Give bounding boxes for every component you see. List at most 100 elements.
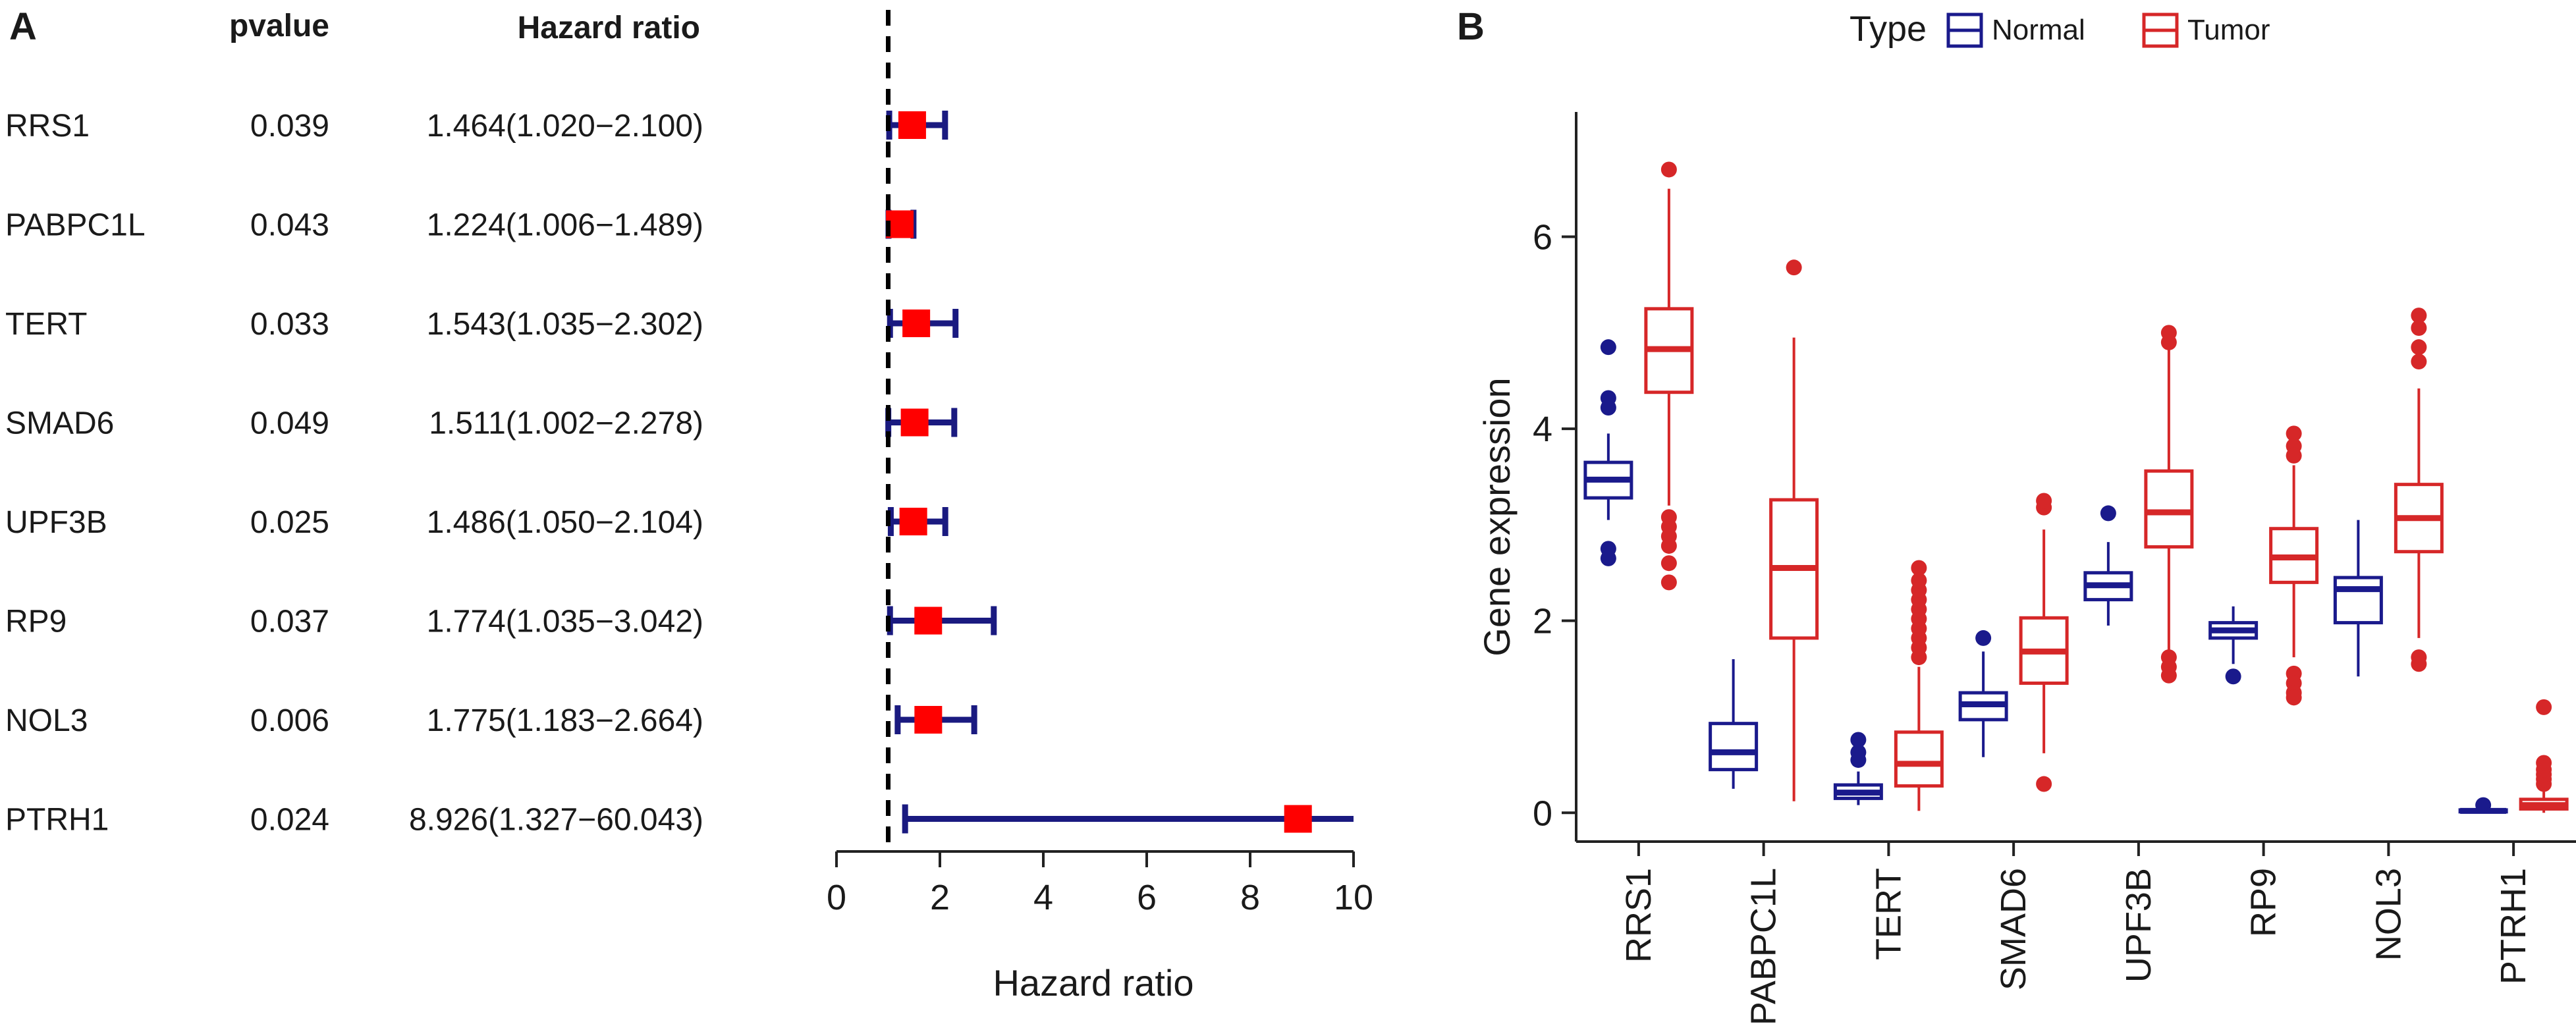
forest-x-tick-label: 4 xyxy=(1033,878,1053,917)
forest-pvalue: 0.006 xyxy=(250,703,329,738)
box-outlier-point xyxy=(2286,425,2302,442)
box-y-tick-label: 2 xyxy=(1533,602,1552,641)
box-outlier-point xyxy=(2160,334,2177,350)
forest-pvalue: 0.039 xyxy=(250,109,329,144)
forest-gene-label: PABPC1L xyxy=(5,208,146,243)
hr-column-header: Hazard ratio xyxy=(518,11,700,45)
box-y-tick-label: 4 xyxy=(1533,410,1552,449)
forest-table: RRS1 0.039 1.464(1.020−2.100) PABPC1L 0.043 1… xyxy=(5,109,703,838)
forest-hr-text: 8.926(1.327−60.043) xyxy=(409,803,703,838)
forest-pvalue: 0.033 xyxy=(250,307,329,342)
box-x-tick-label: RRS1 xyxy=(1619,868,1658,963)
box-outlier-point xyxy=(2411,339,2427,356)
box-x-tick-label: UPF3B xyxy=(2119,868,2158,983)
forest-gene-label: UPF3B xyxy=(5,505,107,540)
box-outlier-point xyxy=(1786,259,1802,276)
box-x-tick-label: PTRH1 xyxy=(2494,868,2533,984)
forest-hr-text: 1.775(1.183−2.664) xyxy=(427,703,703,738)
legend-title: Type xyxy=(1850,9,1927,49)
box-outlier-point xyxy=(1911,560,1927,576)
forest-pvalue: 0.037 xyxy=(250,605,329,639)
box-outlier-point xyxy=(2286,689,2302,706)
legend: Type Normal Tumor xyxy=(1850,9,2270,49)
box-outlier-point xyxy=(1660,555,1677,572)
legend-entries: Normal Tumor xyxy=(1946,13,2270,48)
box-outlier-point xyxy=(1600,400,1616,416)
box-outlier-point xyxy=(1850,732,1867,748)
forest-x-tick-label: 6 xyxy=(1137,878,1157,917)
forest-x-tick-label: 10 xyxy=(1334,878,1373,917)
box-outlier-point xyxy=(2411,320,2427,337)
forest-x-tick-label: 8 xyxy=(1240,878,1260,917)
box-outlier-point xyxy=(1660,574,1677,591)
legend-label-tumor: Tumor xyxy=(2187,14,2270,46)
box-outlier-point xyxy=(1660,537,1677,554)
pvalue-column-header: pvalue xyxy=(229,9,329,43)
forest-gene-label: TERT xyxy=(5,307,87,342)
box-outlier-point xyxy=(2036,776,2052,792)
forest-hr-text: 1.486(1.050−2.104) xyxy=(427,505,703,540)
box-x-tick-label: NOL3 xyxy=(2369,868,2408,961)
box-iqr xyxy=(1709,722,1759,772)
box-outlier-point xyxy=(2536,699,2552,715)
legend-label-normal: Normal xyxy=(1992,14,2085,46)
panel-a-label: A xyxy=(9,5,37,48)
box-outlier-point xyxy=(2160,667,2177,684)
forest-x-tick-label: 0 xyxy=(827,878,846,917)
forest-pvalue: 0.024 xyxy=(250,803,329,838)
box-y-tick-label: 0 xyxy=(1533,794,1552,833)
forest-hr-point xyxy=(899,508,927,535)
box-x-tick-label: TERT xyxy=(1869,868,1908,960)
panel-b-boxplot: B Type Normal Tumor Gene expression 0 2 4 6 R… xyxy=(1457,5,2576,1024)
forest-hr-text: 1.224(1.006−1.489) xyxy=(427,208,703,243)
box-outlier-point xyxy=(2286,447,2302,464)
box-outlier-point xyxy=(1911,572,1927,589)
forest-hr-point xyxy=(914,706,943,734)
box-outlier-point xyxy=(1850,744,1867,761)
forest-pvalue: 0.043 xyxy=(250,208,329,243)
forest-gene-label: RP9 xyxy=(5,605,67,639)
forest-x-tick-label: 2 xyxy=(930,878,950,917)
box-axes: 0 2 4 6 RRS1 PABPC1L TERT SMAD6 UPF3B RP9 NOL3 PTRH… xyxy=(1533,112,2576,1024)
box-outlier-point xyxy=(2475,797,2492,813)
forest-hr-point xyxy=(898,111,926,139)
panel-a-forest-plot: A pvalue Hazard ratio RRS1 0.039 1.464(1.0… xyxy=(5,5,1373,1004)
box-iqr xyxy=(2144,469,2194,549)
forest-gene-label: NOL3 xyxy=(5,703,88,738)
forest-x-axis: 0 2 4 6 8 10 xyxy=(827,850,1373,917)
forest-hr-point xyxy=(1284,805,1312,833)
box-outlier-point xyxy=(2536,755,2552,771)
forest-plot-area xyxy=(885,10,1354,851)
forest-gene-label: SMAD6 xyxy=(5,406,114,441)
box-outlier-point xyxy=(2411,308,2427,324)
box-y-tick-label: 6 xyxy=(1533,218,1552,257)
box-outlier-point xyxy=(2411,354,2427,370)
box-outlier-point xyxy=(2411,656,2427,672)
box-outlier-point xyxy=(2036,493,2052,509)
forest-hr-text: 1.543(1.035−2.302) xyxy=(427,307,703,342)
box-x-tick-label: SMAD6 xyxy=(1994,868,2033,990)
forest-hr-point xyxy=(902,310,931,337)
box-outlier-point xyxy=(1975,630,1992,646)
box-outlier-point xyxy=(1660,161,1677,178)
box-outlier-point xyxy=(2100,505,2116,522)
forest-pvalue: 0.025 xyxy=(250,505,329,540)
panel-b-label: B xyxy=(1457,5,1485,48)
box-iqr xyxy=(2333,576,2383,625)
box-outlier-point xyxy=(2225,668,2241,685)
box-outlier-point xyxy=(1600,550,1616,566)
box-y-axis-title: Gene expression xyxy=(1476,377,1518,656)
forest-x-axis-title: Hazard ratio xyxy=(993,962,1193,1004)
box-x-tick-label: PABPC1L xyxy=(1744,868,1784,1024)
forest-gene-label: PTRH1 xyxy=(5,803,109,838)
forest-pvalue: 0.049 xyxy=(250,406,329,441)
forest-hr-text: 1.464(1.020−2.100) xyxy=(427,109,703,144)
forest-gene-label: RRS1 xyxy=(5,109,90,144)
box-outlier-point xyxy=(1600,339,1616,356)
forest-hr-point xyxy=(914,606,943,635)
box-plot-area xyxy=(1583,161,2569,814)
box-iqr xyxy=(1894,730,1944,788)
forest-hr-point xyxy=(886,210,914,238)
forest-hr-text: 1.511(1.002−2.278) xyxy=(429,406,703,441)
